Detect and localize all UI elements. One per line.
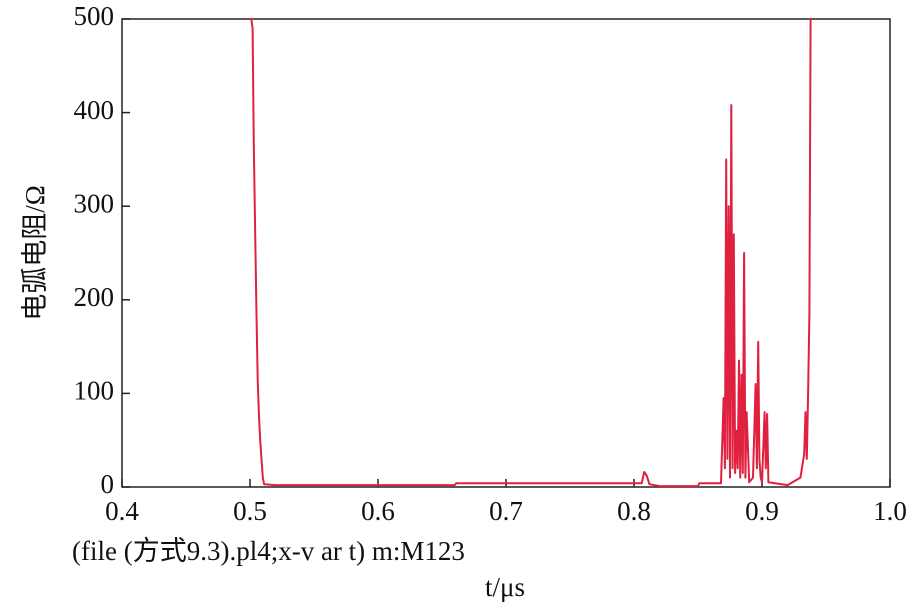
x-tick-label: 0.4 <box>105 496 139 526</box>
x-axis-label: t/μs <box>485 572 525 602</box>
y-tick-label: 400 <box>74 95 115 125</box>
y-tick-label: 100 <box>74 376 115 406</box>
y-tick-label: 500 <box>74 1 115 31</box>
x-tick-label: 0.5 <box>233 496 267 526</box>
y-tick-label: 300 <box>74 188 115 218</box>
x-tick-label: 0.9 <box>745 496 779 526</box>
x-tick-label: 0.6 <box>361 496 395 526</box>
data-line <box>248 18 812 488</box>
x-tick-label: 0.8 <box>617 496 651 526</box>
y-tick-label: 200 <box>74 282 115 312</box>
annotation: (file (方式9.3).pl4;x-v ar t) m:M123 <box>72 536 465 566</box>
y-axis-label: 电弧电阻/Ω <box>20 185 50 321</box>
x-tick-label: 0.7 <box>489 496 523 526</box>
x-tick-label: 1.0 <box>873 496 907 526</box>
plot-frame <box>121 18 891 488</box>
y-tick-label: 0 <box>101 469 115 499</box>
